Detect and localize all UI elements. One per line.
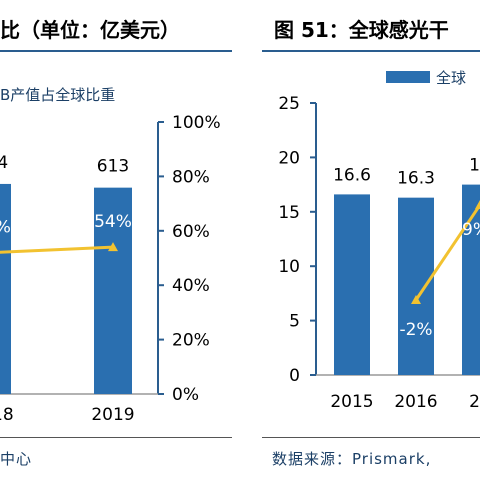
left-header: 比（单位：亿美元） bbox=[0, 0, 232, 48]
left-x-tick-label: 2019 bbox=[91, 405, 134, 425]
left-y2-tick-label: 100% bbox=[172, 113, 221, 133]
right-legend-swatch bbox=[386, 71, 430, 83]
left-y2-tick-label: 40% bbox=[172, 276, 210, 296]
right-bar-2016 bbox=[398, 197, 434, 375]
right-bar-label: 16.3 bbox=[397, 169, 435, 189]
right-line-marker bbox=[411, 295, 421, 304]
left-y2-tick-label: 0% bbox=[172, 385, 199, 405]
right-x-tick-label: 2016 bbox=[394, 392, 437, 412]
right-y-tick-label: 5 bbox=[289, 312, 300, 332]
right-line-label: 9% bbox=[462, 220, 480, 240]
right-bar-label: 16.6 bbox=[333, 165, 371, 185]
left-bar-label: 624 bbox=[0, 153, 8, 173]
left-x-tick-label: 2018 bbox=[0, 405, 14, 425]
left-line-label: 54% bbox=[94, 212, 132, 232]
right-x-tick-label: 20 bbox=[469, 392, 480, 412]
left-bar-2019 bbox=[94, 187, 132, 394]
right-y-tick-label: 20 bbox=[278, 148, 300, 168]
left-legend-text: B产值占全球比重 bbox=[0, 86, 115, 104]
left-source-text: 中心 bbox=[0, 450, 33, 468]
right-growth-line bbox=[414, 204, 480, 301]
right-bar-label: 17 bbox=[469, 156, 480, 176]
left-bar-2018 bbox=[0, 183, 11, 394]
right-bar-2015 bbox=[334, 194, 370, 375]
right-x-tick-label: 2015 bbox=[330, 392, 373, 412]
right-source-rule bbox=[262, 437, 480, 438]
right-y-tick-label: 0 bbox=[289, 366, 300, 386]
left-chart-title: 比（单位：亿美元） bbox=[0, 18, 180, 42]
left-bar-label: 613 bbox=[97, 157, 129, 177]
right-chart-title: 图 51：全球感光干 bbox=[274, 18, 449, 42]
left-y2-tick-label: 20% bbox=[172, 331, 210, 351]
left-title-rule bbox=[0, 50, 232, 52]
left-line-label: 52% bbox=[0, 218, 11, 238]
right-source-text: 数据来源：Prismark, bbox=[272, 450, 432, 468]
left-share-line bbox=[0, 245, 114, 254]
right-line-label: -2% bbox=[399, 320, 432, 340]
left-y2-tick-label: 80% bbox=[172, 167, 210, 187]
left-line-marker bbox=[108, 242, 118, 252]
right-y-tick-label: 25 bbox=[278, 94, 300, 114]
right-legend-text: 全球 bbox=[436, 69, 466, 87]
left-source-rule bbox=[0, 437, 232, 438]
right-title-rule bbox=[262, 50, 480, 52]
right-bar-20 bbox=[462, 184, 480, 375]
right-chart: 全球 16.6 16.3 17 -2% 9% 0 5 10 15 20 25 2015 2016 2… bbox=[278, 69, 480, 412]
left-y2-tick-label: 60% bbox=[172, 222, 210, 242]
right-line-marker bbox=[475, 200, 480, 209]
right-y-tick-label: 15 bbox=[278, 203, 300, 223]
right-y-tick-label: 10 bbox=[278, 257, 300, 277]
right-header: 图 51：全球感光干 bbox=[258, 0, 480, 48]
left-chart: B产值占全球比重 624 613 52% 54% 0% 20% 40% 60% 80% 100… bbox=[0, 86, 221, 425]
